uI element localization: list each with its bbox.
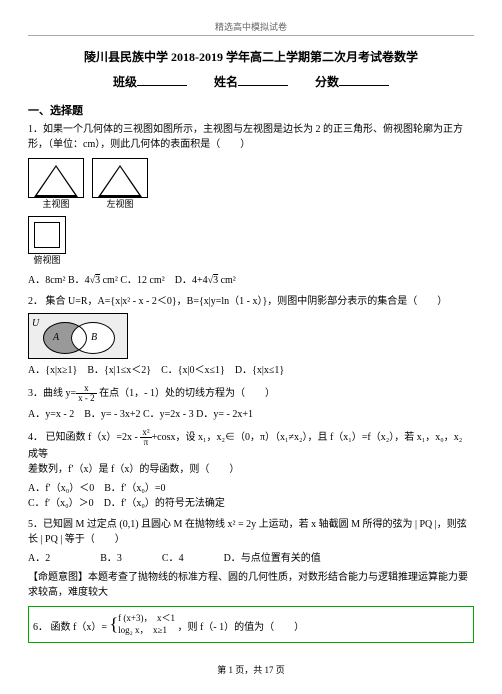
class-label: 班级	[113, 75, 137, 89]
q3-suffix: 在点（1，- 1）处的切线方程为（ ）	[97, 388, 275, 399]
q4-optD: D．f′（x₀）的符号无法确定	[104, 498, 225, 509]
exam-title: 陵川县民族中学 2018-2019 学年高二上学期第二次月考试卷数学	[28, 48, 474, 65]
q6-case1: f (x+3)， x＜1	[118, 613, 175, 623]
left-view-box	[92, 158, 148, 198]
q1-optB-suffix: cm²	[100, 275, 118, 286]
q4-optB: B．f′（x₀）=0	[104, 483, 165, 494]
q5-options: A．2 B．3 C．4 D．与点位置有关的值	[28, 551, 474, 566]
q1-views: 主视图 左视图 俯视图	[28, 158, 474, 267]
q6-prefix: 6． 函数 f（x）=	[33, 622, 109, 633]
q5-optD: D．与点位置有关的值	[224, 553, 321, 564]
q3-optB: B．y= - 3x+2	[84, 409, 140, 420]
q6-case2: log₂ x， x≥1	[118, 625, 167, 635]
q2-text: 2． 集合 U=R，A={x|x² - x - 2＜0}，B={x|y=ln（1…	[28, 294, 474, 309]
q3-optD: D．y= - 2x+1	[196, 409, 253, 420]
question-5: 5．已知圆 M 过定点 (0,1) 且圆心 M 在抛物线 x² = 2y 上运动…	[28, 517, 474, 600]
q3-prefix: 3．曲线 y=	[28, 388, 76, 399]
q1-optB-prefix: B．4	[68, 275, 90, 286]
top-view-label: 俯视图	[28, 254, 66, 268]
q1-optD-suffix: cm²	[218, 275, 236, 286]
score-blank	[339, 74, 389, 86]
q3-frac: xx - 2	[76, 384, 97, 403]
q4-frac: x²π	[140, 428, 151, 447]
q1-text: 1．如果一个几何体的三视图如图所示，主视图与左视图是边长为 2 的正三角形、俯视…	[28, 122, 474, 152]
question-6: 6． 函数 f（x）= { f (x+3)， x＜1 log₂ x， x≥1 ，…	[28, 606, 474, 643]
page-footer: 第 1 页，共 17 页	[0, 663, 502, 676]
q5-analysis: 【命题意图】本题考查了抛物线的标准方程、圆的几何性质，对数形结合能力与逻辑推理运…	[28, 570, 474, 600]
name-label: 姓名	[214, 75, 238, 89]
score-label: 分数	[315, 75, 339, 89]
q6-suffix: ，则 f（- 1）的值为（ ）	[177, 622, 304, 633]
q1-optA: A．8cm²	[28, 275, 65, 286]
venn-u-label: U	[32, 316, 39, 331]
header-text: 精选高中模拟试卷	[28, 20, 474, 33]
q3-options: A．y=x - 2 B．y= - 3x+2 C．y=2x - 3 D．y= - …	[28, 407, 474, 422]
q1-optC: C．12 cm²	[120, 275, 164, 286]
class-blank	[137, 74, 187, 86]
question-1: 1．如果一个几何体的三视图如图所示，主视图与左视图是边长为 2 的正三角形、俯视…	[28, 122, 474, 288]
q1-optD-prefix: D．4+4	[175, 275, 208, 286]
left-view-label: 左视图	[92, 198, 148, 212]
q6-piecewise: { f (x+3)， x＜1 log₂ x， x≥1	[109, 611, 174, 638]
q4-optA: A．f′（x₀）＜0	[28, 483, 94, 494]
exam-subtitle: 班级 姓名 分数	[28, 73, 474, 90]
main-view-label: 主视图	[28, 198, 84, 212]
q2-optA: A．{x|x≥1}	[28, 365, 77, 376]
question-3: 3．曲线 y=xx - 2 在点（1，- 1）处的切线方程为（ ） A．y=x …	[28, 384, 474, 422]
q4-p3: 差数列，f′（x）是 f（x）的导函数，则（ ）	[28, 462, 474, 477]
q2-venn: U A B	[28, 313, 474, 359]
top-view-box	[28, 216, 66, 254]
section-1-heading: 一、选择题	[28, 102, 474, 118]
q2-options: A．{x|x≥1} B．{x|1≤x＜2} C．{x|0＜x≤1} D．{x|x…	[28, 363, 474, 378]
q4-options: A．f′（x₀）＜0 B．f′（x₀）=0 C．f′（x₀）＞0 D．f′（x₀…	[28, 481, 474, 511]
q2-optC: C．{x|0＜x≤1}	[161, 365, 225, 376]
header-divider	[28, 35, 474, 36]
question-2: 2． 集合 U=R，A={x|x² - x - 2＜0}，B={x|y=ln（1…	[28, 294, 474, 378]
q2-optD: D．{x|x≤1}	[235, 365, 284, 376]
q4-p1: 4． 已知函数 f（x）=2x -	[28, 432, 140, 443]
q5-optC: C．4	[162, 553, 184, 564]
q5-optA: A．2	[28, 553, 50, 564]
q1-options: A．8cm² B．4√3 cm² C．12 cm² D．4+4√3 cm²	[28, 273, 474, 288]
q3-optC: C．y=2x - 3	[143, 409, 194, 420]
q5-text: 5．已知圆 M 过定点 (0,1) 且圆心 M 在抛物线 x² = 2y 上运动…	[28, 517, 474, 547]
q2-optB: B．{x|1≤x＜2}	[87, 365, 151, 376]
q4-optC: C．f′（x₀）＞0	[28, 498, 94, 509]
q5-optB: B．3	[100, 553, 122, 564]
question-4: 4． 已知函数 f（x）=2x - x²π+cosx，设 x₁，x₂∈（0，π）…	[28, 428, 474, 511]
q3-optA: A．y=x - 2	[28, 409, 74, 420]
main-view-box	[28, 158, 84, 198]
name-blank	[238, 74, 288, 86]
